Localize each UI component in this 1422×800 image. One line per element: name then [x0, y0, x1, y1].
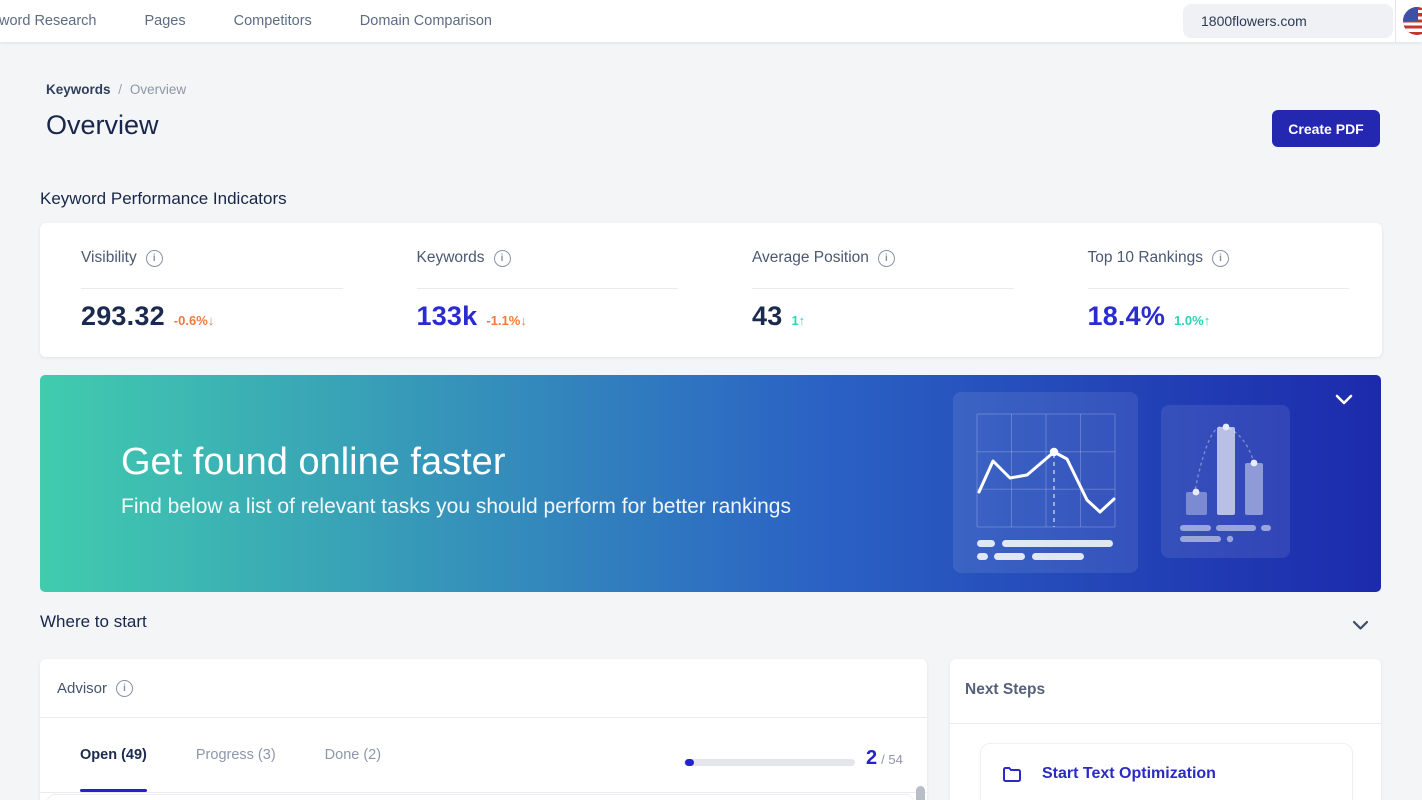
next-step-label: Start Text Optimization: [1042, 765, 1216, 782]
kpi-divider: [1087, 288, 1349, 289]
topbar-divider: [1395, 0, 1396, 42]
kpi-label: Top 10 Rankings: [1087, 249, 1203, 266]
next-steps-card: Next Steps Start Text Optimization: [950, 659, 1381, 800]
nav-item-competitors[interactable]: Competitors: [233, 13, 312, 29]
arrow-up-icon: ↑: [1203, 313, 1211, 328]
advisor-tabs: Open (49) Progress (3) Done (2): [40, 717, 927, 793]
progress-completed: 2: [866, 747, 878, 769]
breadcrumb: Keywords / Overview: [46, 82, 186, 97]
kpi-change: -0.6%↓: [173, 313, 215, 328]
info-icon[interactable]: [1211, 249, 1229, 267]
advisor-progress-count: 2 / 54: [866, 747, 903, 770]
breadcrumb-current: Overview: [129, 82, 187, 97]
next-step-item[interactable]: Start Text Optimization: [980, 743, 1353, 800]
kpi-divider: [752, 288, 1014, 289]
kpi-average-position: Average Position 43 1↑: [711, 223, 1047, 357]
banner-collapse-chevron-down-icon[interactable]: [1335, 394, 1353, 405]
kpi-label: Keywords: [416, 249, 485, 266]
nav-item-domain-comparison[interactable]: Domain Comparison: [359, 13, 492, 29]
kpi-value: 43: [752, 301, 783, 331]
info-icon[interactable]: [116, 680, 134, 697]
kpi-value: 18.4%: [1087, 301, 1166, 331]
breadcrumb-keywords[interactable]: Keywords: [46, 82, 111, 97]
nav-item-pages[interactable]: Pages: [144, 13, 186, 29]
banner-title: Get found online faster: [121, 441, 506, 483]
advisor-task-panel: [47, 794, 914, 800]
kpi-section-heading: Keyword Performance Indicators: [40, 189, 287, 208]
divider: [950, 723, 1381, 724]
info-icon[interactable]: [877, 249, 895, 267]
info-icon[interactable]: [493, 249, 511, 267]
arrow-down-icon: ↓: [207, 313, 215, 328]
banner-subtitle: Find below a list of relevant tasks you …: [121, 495, 791, 518]
kpi-divider: [81, 288, 343, 289]
advisor-progress-fill: [685, 759, 694, 766]
kpi-label: Visibility: [81, 249, 137, 266]
kpi-top10-rankings: Top 10 Rankings 18.4% 1.0%↑: [1047, 223, 1383, 357]
kpi-change: 1↑: [791, 313, 806, 328]
arrow-down-icon: ↓: [520, 313, 527, 328]
page-title: Overview: [46, 110, 159, 140]
create-pdf-button[interactable]: Create PDF: [1272, 110, 1380, 147]
get-found-banner: Get found online faster Find below a lis…: [40, 375, 1381, 592]
kpi-change: -1.1%↓: [486, 313, 527, 328]
kpi-value: 133k: [416, 301, 478, 331]
where-to-start-heading: Where to start: [40, 612, 147, 631]
tab-progress[interactable]: Progress (3): [195, 746, 276, 763]
kpi-visibility: Visibility 293.32 -0.6%↓: [40, 223, 376, 357]
advisor-scrollbar-thumb[interactable]: [916, 786, 925, 800]
domain-input[interactable]: [1183, 4, 1393, 38]
progress-total: / 54: [881, 752, 903, 767]
kpi-keywords: Keywords 133k -1.1%↓: [376, 223, 712, 357]
kpi-card: Visibility 293.32 -0.6%↓ Keywords 133k -…: [40, 223, 1382, 357]
kpi-label: Average Position: [752, 249, 869, 266]
kpi-change: 1.0%↑: [1174, 313, 1211, 328]
advisor-progress-bar[interactable]: [684, 759, 855, 766]
advisor-card: Advisor Open (49) Progress (3) Done (2) …: [40, 659, 927, 800]
kpi-divider: [416, 288, 678, 289]
next-steps-title: Next Steps: [965, 681, 1046, 698]
arrow-up-icon: ↑: [798, 313, 806, 328]
bar-chart-illustration: [1161, 405, 1290, 558]
line-chart-illustration: [953, 392, 1138, 573]
divider: [40, 717, 927, 718]
folder-icon: [1002, 766, 1022, 783]
top-nav: Keyword Research Pages Competitors Domai…: [0, 0, 1422, 42]
top-navigation-bar: Keyword Research Pages Competitors Domai…: [0, 0, 1422, 42]
us-flag-icon[interactable]: [1403, 7, 1422, 35]
kpi-value: 293.32: [81, 301, 165, 331]
info-icon[interactable]: [145, 249, 163, 267]
advisor-title: Advisor: [57, 680, 108, 697]
breadcrumb-separator: /: [118, 82, 123, 97]
tab-done[interactable]: Done (2): [324, 746, 382, 763]
where-to-start-chevron-down-icon[interactable]: [1352, 620, 1369, 631]
tab-open[interactable]: Open (49): [80, 717, 147, 792]
nav-item-keyword-research[interactable]: Keyword Research: [0, 13, 97, 29]
